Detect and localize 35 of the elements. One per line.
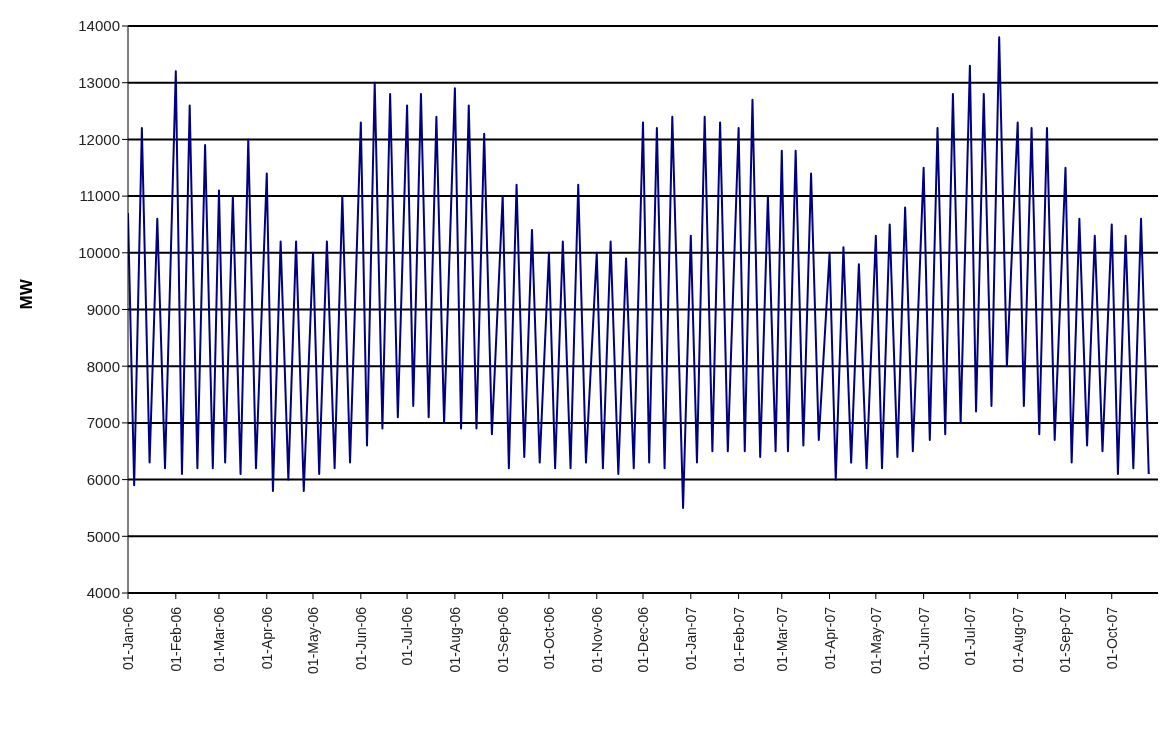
y-tick-label: 11000 <box>79 187 120 205</box>
x-tick-label: 01-Jul-07 <box>961 606 978 666</box>
y-tick-label: 5000 <box>86 527 120 545</box>
x-tick-label: 01-Dec-06 <box>635 606 651 673</box>
x-tick-label: 01-May-06 <box>305 606 322 674</box>
x-tick-label: 01-Feb-07 <box>730 606 747 672</box>
x-tick-label: 01-Jan-06 <box>120 606 136 671</box>
x-tick-label: 01-Jun-06 <box>352 606 369 671</box>
x-tick-label: 01-May-07 <box>867 606 884 674</box>
x-tick-label: 01-Jan-07 <box>682 606 699 671</box>
y-tick-label: 7000 <box>86 414 120 432</box>
y-tick-label: 12000 <box>78 130 120 148</box>
y-tick-label: 6000 <box>86 470 120 488</box>
y-tick-label: 9000 <box>86 300 120 318</box>
y-tick-label: 4000 <box>86 584 120 602</box>
y-tick-label: 8000 <box>86 357 120 375</box>
x-tick-label: 01-Mar-07 <box>773 606 790 672</box>
x-tick-label: 01-Sep-07 <box>1057 606 1074 673</box>
x-tick-label: 01-Jul-06 <box>399 606 416 666</box>
x-tick-label: 01-Mar-06 <box>210 606 227 672</box>
x-tick-label: 01-Jun-07 <box>915 606 932 671</box>
y-axis-title: MW <box>17 278 37 310</box>
x-tick-label: 01-Oct-07 <box>1103 606 1120 670</box>
line-series <box>128 36 1150 509</box>
x-tick-label: 01-Oct-06 <box>540 606 557 670</box>
y-tick-label: 10000 <box>78 244 120 262</box>
x-tick-label: 01-Nov-06 <box>588 606 605 673</box>
y-tick-label: 14000 <box>78 17 120 35</box>
y-tick-label: 13000 <box>78 74 120 92</box>
x-tick-label: 01-Apr-07 <box>821 606 838 670</box>
x-tick-label: 01-Feb-06 <box>167 606 184 672</box>
x-tick-label: 01-Sep-06 <box>494 606 511 673</box>
x-tick-label: 01-Aug-07 <box>1009 606 1026 673</box>
x-tick-label: 01-Aug-06 <box>446 606 463 673</box>
x-tick-label: 01-Apr-06 <box>258 606 275 670</box>
